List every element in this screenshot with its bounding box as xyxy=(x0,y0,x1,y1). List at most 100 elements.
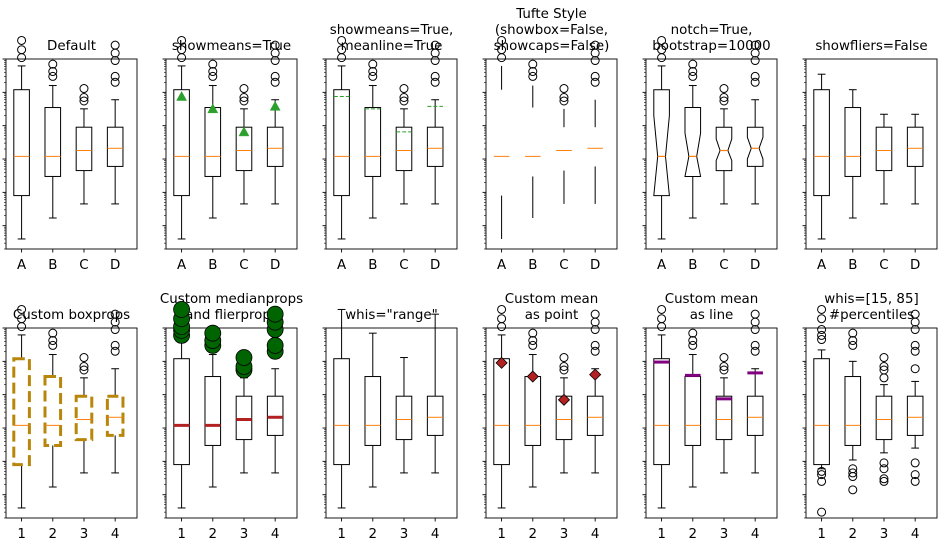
x-tick-label: 1 xyxy=(177,527,186,540)
flier-point xyxy=(368,67,378,77)
box-3 xyxy=(395,357,413,474)
flier-point xyxy=(910,309,920,319)
flier-point xyxy=(368,71,378,81)
flier-point xyxy=(750,325,760,335)
panel-title: whis="range" xyxy=(345,308,438,323)
box-4 xyxy=(105,309,125,474)
axes-frame xyxy=(165,327,298,519)
panel-title: #percentiles xyxy=(829,308,914,323)
box-body xyxy=(906,126,924,167)
box-body xyxy=(684,376,702,446)
box-3 xyxy=(715,353,733,474)
mean-marker xyxy=(557,393,571,406)
axes-frame xyxy=(5,327,138,519)
box-body xyxy=(333,89,350,197)
flier-point xyxy=(110,40,120,50)
axes-frame xyxy=(5,58,138,250)
box-B xyxy=(364,59,382,219)
x-tick-label: D xyxy=(750,258,760,273)
flier-point xyxy=(750,56,760,66)
box-body xyxy=(106,126,124,167)
flier-point xyxy=(750,309,760,319)
panel-title: Custom mean xyxy=(665,292,759,307)
box-4 xyxy=(746,309,764,474)
flier-point xyxy=(590,56,600,66)
flier-point xyxy=(657,35,667,45)
box-1 xyxy=(12,304,31,509)
axes-frame xyxy=(805,58,938,250)
flier-point xyxy=(208,67,218,77)
x-tick-label: A xyxy=(817,258,827,273)
flier-point xyxy=(817,325,827,335)
box-4 xyxy=(266,305,284,474)
x-tick-label: 2 xyxy=(49,527,58,540)
x-tick-label: 2 xyxy=(209,527,218,540)
flier-point xyxy=(208,71,218,81)
flier-point xyxy=(559,96,569,106)
box-body xyxy=(204,376,222,446)
box-body xyxy=(493,358,510,466)
flier-point xyxy=(48,336,58,346)
flier-point xyxy=(110,71,120,81)
panel-title: showcaps=False) xyxy=(494,39,610,54)
flier-point xyxy=(497,304,507,314)
box-body xyxy=(653,358,670,466)
flier-point xyxy=(266,305,284,323)
flier-point xyxy=(590,77,600,87)
box-body xyxy=(266,126,284,167)
box-body xyxy=(44,107,62,177)
x-tick-label: B xyxy=(48,258,57,273)
flier-point xyxy=(17,53,27,63)
flier-point xyxy=(17,45,27,55)
flier-point xyxy=(17,314,27,324)
flier-point xyxy=(750,340,760,350)
flier-point xyxy=(590,309,600,319)
x-tick-label: 3 xyxy=(400,527,409,540)
panel-5: notch=True,bootstrap=10000 A B C D xyxy=(642,23,778,273)
flier-point xyxy=(590,340,600,350)
flier-point xyxy=(879,464,889,474)
x-tick-label: B xyxy=(688,258,697,273)
x-tick-label: 4 xyxy=(591,527,600,540)
flier-point xyxy=(688,71,698,81)
box-2 xyxy=(364,332,382,488)
panel-title: Custom mean xyxy=(505,292,599,307)
flier-point xyxy=(657,53,667,63)
flier-point xyxy=(497,45,507,55)
x-tick-label: 2 xyxy=(849,527,858,540)
flier-point xyxy=(399,93,409,103)
flier-point xyxy=(48,71,58,81)
box-A xyxy=(493,35,510,239)
box-C xyxy=(75,84,93,205)
flier-point xyxy=(657,45,667,55)
x-tick-label: 4 xyxy=(911,527,920,540)
flier-point xyxy=(48,328,58,338)
x-tick-label: D xyxy=(270,258,280,273)
flier-point xyxy=(79,84,89,94)
x-tick-label: 2 xyxy=(689,527,698,540)
flier-point xyxy=(173,301,190,318)
flier-point xyxy=(817,507,827,517)
box-1 xyxy=(493,304,510,509)
mean-marker xyxy=(589,368,602,381)
flier-point xyxy=(528,340,538,350)
flier-point xyxy=(848,328,858,338)
x-tick-label: C xyxy=(79,258,88,273)
flier-point xyxy=(910,364,920,374)
box-C xyxy=(395,84,413,205)
box-body xyxy=(813,89,830,197)
x-tick-label: C xyxy=(239,258,248,273)
panel-12: whis=[15, 85]#percentiles 1 2 3 4 xyxy=(802,292,938,540)
box-B xyxy=(684,59,702,219)
box-A xyxy=(653,35,670,240)
x-tick-label: A xyxy=(177,258,187,273)
box-body xyxy=(395,126,413,172)
box-1 xyxy=(813,304,830,517)
box-body xyxy=(653,89,670,197)
flier-point xyxy=(528,59,538,69)
box-body xyxy=(844,376,862,446)
mean-marker xyxy=(238,126,250,137)
box-body xyxy=(906,395,924,436)
flier-point xyxy=(528,67,538,77)
